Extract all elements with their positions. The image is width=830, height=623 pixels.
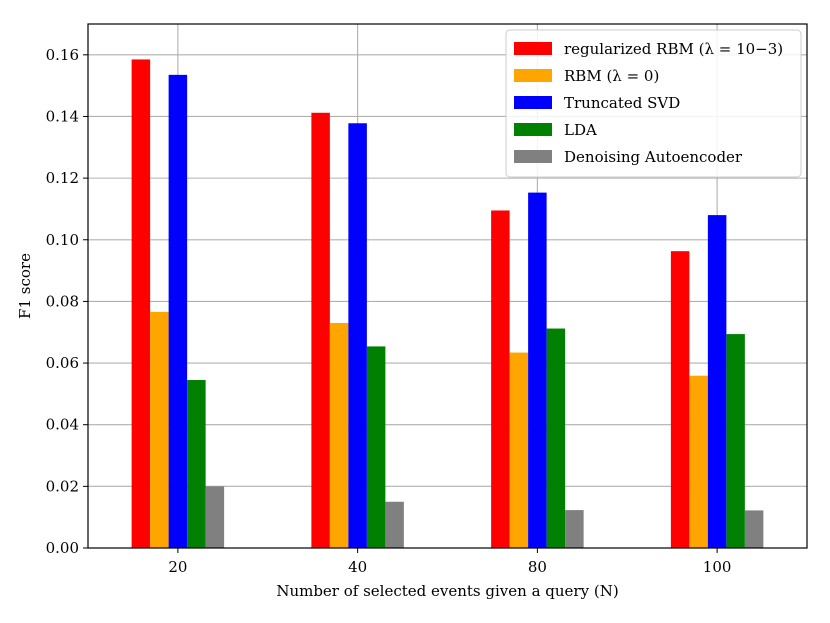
y-tick-label: 0.00 bbox=[46, 539, 79, 557]
bar-truncated-svd-20 bbox=[168, 74, 188, 548]
legend-label: regularized RBM (λ = 10−3) bbox=[564, 40, 783, 58]
plot-frame bbox=[87, 23, 808, 549]
x-tick-label: 100 bbox=[703, 558, 732, 576]
legend-label: Denoising Autoencoder bbox=[564, 148, 743, 166]
legend-swatch bbox=[514, 42, 552, 55]
x-tick-label: 20 bbox=[168, 558, 187, 576]
y-tick-label: 0.12 bbox=[46, 169, 79, 187]
y-tick-label: 0.08 bbox=[46, 292, 79, 310]
y-tick-label: 0.04 bbox=[46, 416, 79, 434]
bar-rbm-0-100 bbox=[689, 375, 708, 548]
bar-lda-80 bbox=[546, 328, 566, 548]
bars bbox=[131, 59, 764, 549]
legend-swatch bbox=[514, 123, 552, 136]
bar-lda-100 bbox=[726, 334, 745, 548]
bar-denoising-autoencoder-40 bbox=[385, 501, 404, 548]
legend-label: RBM (λ = 0) bbox=[564, 67, 659, 85]
bar-truncated-svd-100 bbox=[707, 215, 727, 548]
legend-swatch bbox=[514, 150, 552, 163]
bar-rbm-0-40 bbox=[329, 322, 349, 548]
bar-rbm-0-80 bbox=[509, 352, 529, 548]
bar-lda-40 bbox=[366, 346, 386, 548]
bar-denoising-autoencoder-20 bbox=[205, 486, 225, 548]
legend: regularized RBM (λ = 10−3) RBM (λ = 0) Tru… bbox=[505, 29, 802, 178]
bar-denoising-autoencoder-100 bbox=[744, 510, 764, 548]
bar-regularized-rbm-10-3-20 bbox=[131, 59, 151, 549]
x-tick-label: 40 bbox=[348, 558, 367, 576]
y-tick-label: 0.02 bbox=[46, 477, 79, 495]
y-tick-label: 0.14 bbox=[46, 107, 79, 125]
bar-regularized-rbm-10-3-80 bbox=[491, 210, 510, 548]
legend-box bbox=[505, 29, 802, 178]
legend-swatch bbox=[514, 69, 552, 82]
bar-truncated-svd-80 bbox=[528, 192, 547, 548]
x-axis-label: Number of selected events given a query … bbox=[276, 582, 618, 600]
legend-swatch bbox=[514, 96, 552, 109]
y-axis-label: F1 score bbox=[16, 253, 34, 319]
bar-denoising-autoencoder-80 bbox=[565, 510, 584, 548]
y-tick-label: 0.06 bbox=[46, 354, 79, 372]
bar-regularized-rbm-10-3-40 bbox=[311, 112, 330, 549]
y-tick-label: 0.16 bbox=[46, 46, 79, 64]
bar-truncated-svd-40 bbox=[348, 123, 367, 548]
legend-label: Truncated SVD bbox=[564, 94, 680, 112]
legend-label: LDA bbox=[564, 121, 597, 139]
ticks: 0.00 0.02 0.04 0.06 0.08 0.10 0.12 0.14 0.16 20 40… bbox=[46, 46, 732, 576]
x-tick-label: 80 bbox=[528, 558, 547, 576]
y-tick-label: 0.10 bbox=[46, 231, 79, 249]
bar-lda-20 bbox=[187, 380, 206, 548]
bar-regularized-rbm-10-3-100 bbox=[670, 251, 690, 548]
bar-rbm-0-20 bbox=[150, 311, 169, 548]
